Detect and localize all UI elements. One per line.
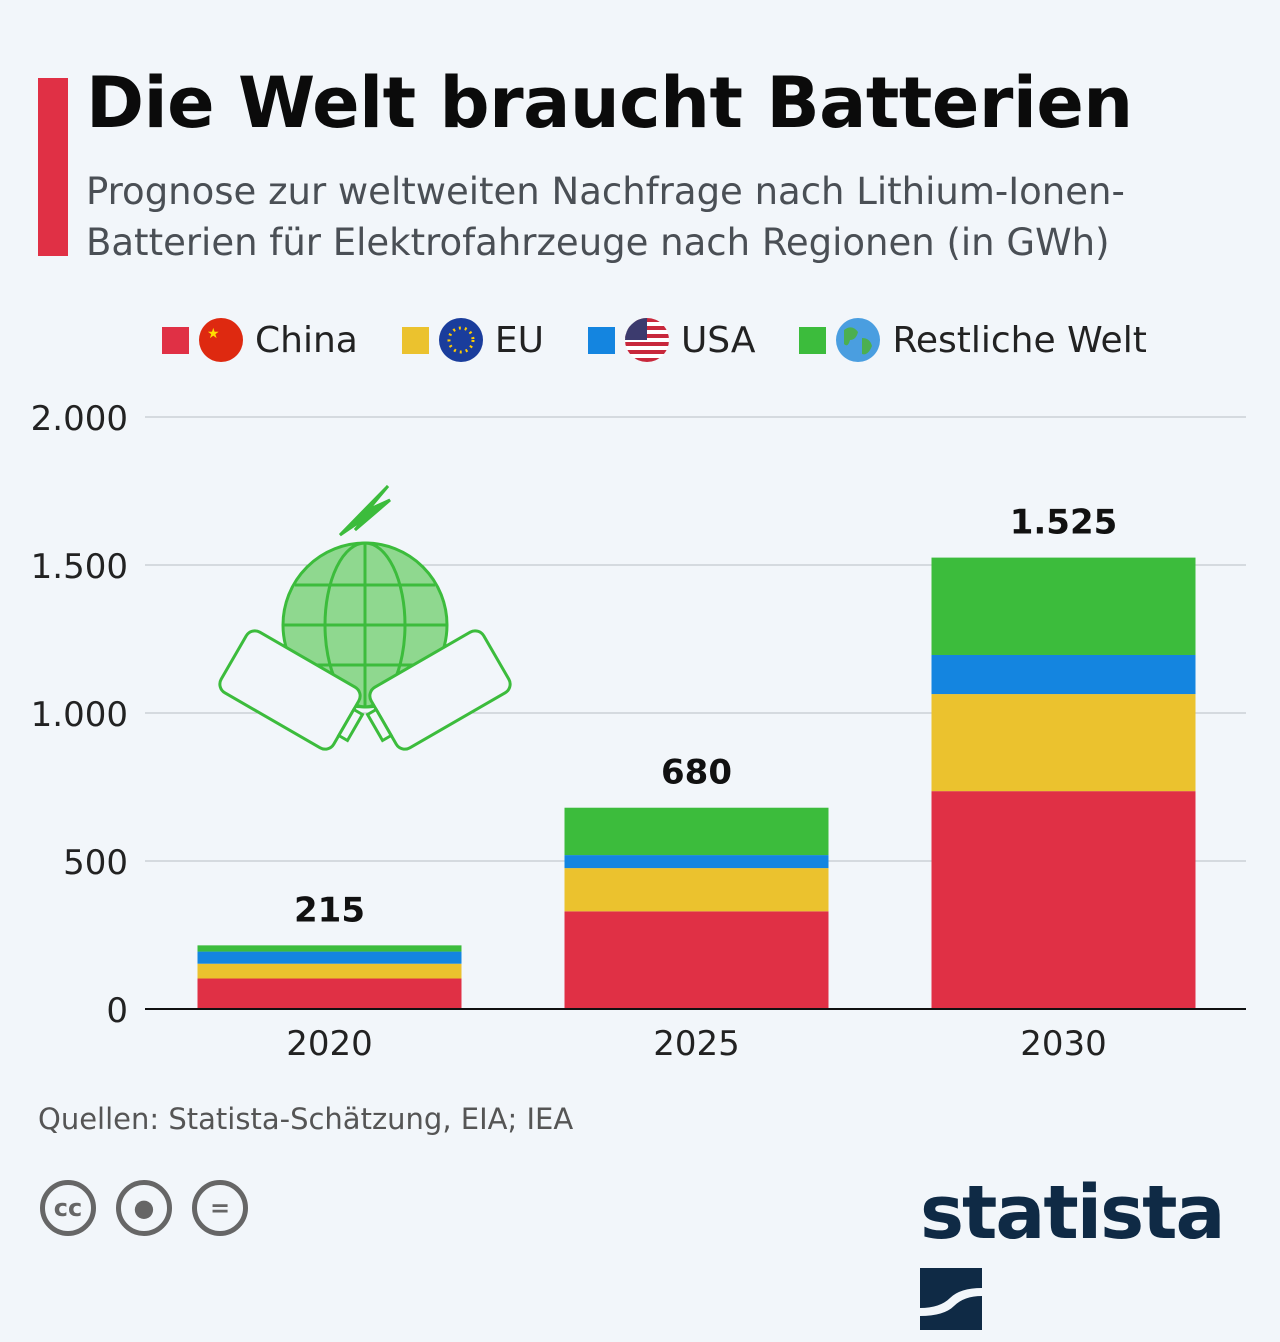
- y-tick-label: 0: [106, 991, 128, 1031]
- bar-segment-china-2025: [564, 911, 829, 1009]
- source-note: Quellen: Statista-Schätzung, EIA; IEA: [38, 1102, 574, 1136]
- by-icon[interactable]: ●: [116, 1180, 172, 1236]
- globe-icon: [836, 318, 881, 362]
- legend-item-china: ★ China: [162, 318, 358, 362]
- legend-item-eu: EU: [401, 318, 544, 362]
- bar-segment-restliche-welt-2025: [564, 807, 829, 856]
- battery-globe-illustration: [218, 484, 512, 751]
- y-tick-label: 1.000: [31, 695, 128, 735]
- total-label: 680: [661, 753, 732, 793]
- bar-segment-eu-2025: [564, 868, 829, 912]
- bar-segment-usa-2020: [197, 951, 462, 964]
- stacked-bar-chart: 0 500 1.000 1.500 2.000 215 2020 680 2025 1.525 20…: [31, 399, 1246, 1064]
- legend-label: China: [255, 319, 358, 361]
- legend-label: Restliche Welt: [892, 319, 1147, 361]
- total-label: 215: [294, 890, 365, 930]
- nd-icon[interactable]: =: [192, 1180, 248, 1236]
- legend-swatch: [587, 326, 615, 354]
- bar-segment-usa-2030: [931, 654, 1196, 695]
- accent-bar: [38, 78, 68, 256]
- bar-segment-china-2020: [197, 978, 462, 1009]
- legend-swatch: [401, 326, 429, 354]
- y-tick-label: 1.500: [31, 547, 128, 587]
- x-tick-label: 2020: [286, 1024, 373, 1064]
- usa-flag-icon: [624, 318, 669, 362]
- x-tick-label: 2025: [653, 1024, 740, 1064]
- bar-segment-china-2030: [931, 791, 1196, 1009]
- legend-label: USA: [680, 319, 756, 361]
- china-flag-icon: ★: [199, 318, 243, 362]
- bar-segment-restliche-welt-2030: [931, 557, 1196, 655]
- bar-segment-eu-2030: [931, 694, 1196, 792]
- svg-text:★: ★: [207, 326, 220, 342]
- statista-logo-icon: [920, 1268, 982, 1330]
- bar-segment-usa-2025: [564, 855, 829, 869]
- statista-logo[interactable]: statista: [920, 1170, 1280, 1342]
- legend-swatch: [162, 326, 189, 354]
- cc-text: cc: [53, 1194, 83, 1222]
- y-tick-label: 500: [63, 843, 128, 883]
- eu-flag-icon: [438, 318, 483, 362]
- total-label: 1.525: [1010, 503, 1118, 543]
- y-tick-label: 2.000: [31, 399, 128, 439]
- chart-title: Die Welt braucht Batterien: [86, 62, 1133, 144]
- bar-segment-eu-2020: [197, 963, 462, 979]
- logo-text: statista: [920, 1170, 1225, 1256]
- cc-icon[interactable]: cc: [40, 1180, 96, 1236]
- legend: ★ China EU USA Restliche Welt: [162, 318, 1191, 362]
- bar-segment-restliche-welt-2020: [197, 945, 462, 952]
- legend-label: EU: [494, 319, 544, 361]
- chart-subtitle: Prognose zur weltweiten Nachfrage nach L…: [86, 170, 1125, 264]
- x-tick-label: 2030: [1020, 1024, 1107, 1064]
- legend-item-usa: USA: [587, 318, 756, 362]
- legend-swatch: [799, 326, 827, 354]
- legend-item-rest: Restliche Welt: [799, 318, 1147, 362]
